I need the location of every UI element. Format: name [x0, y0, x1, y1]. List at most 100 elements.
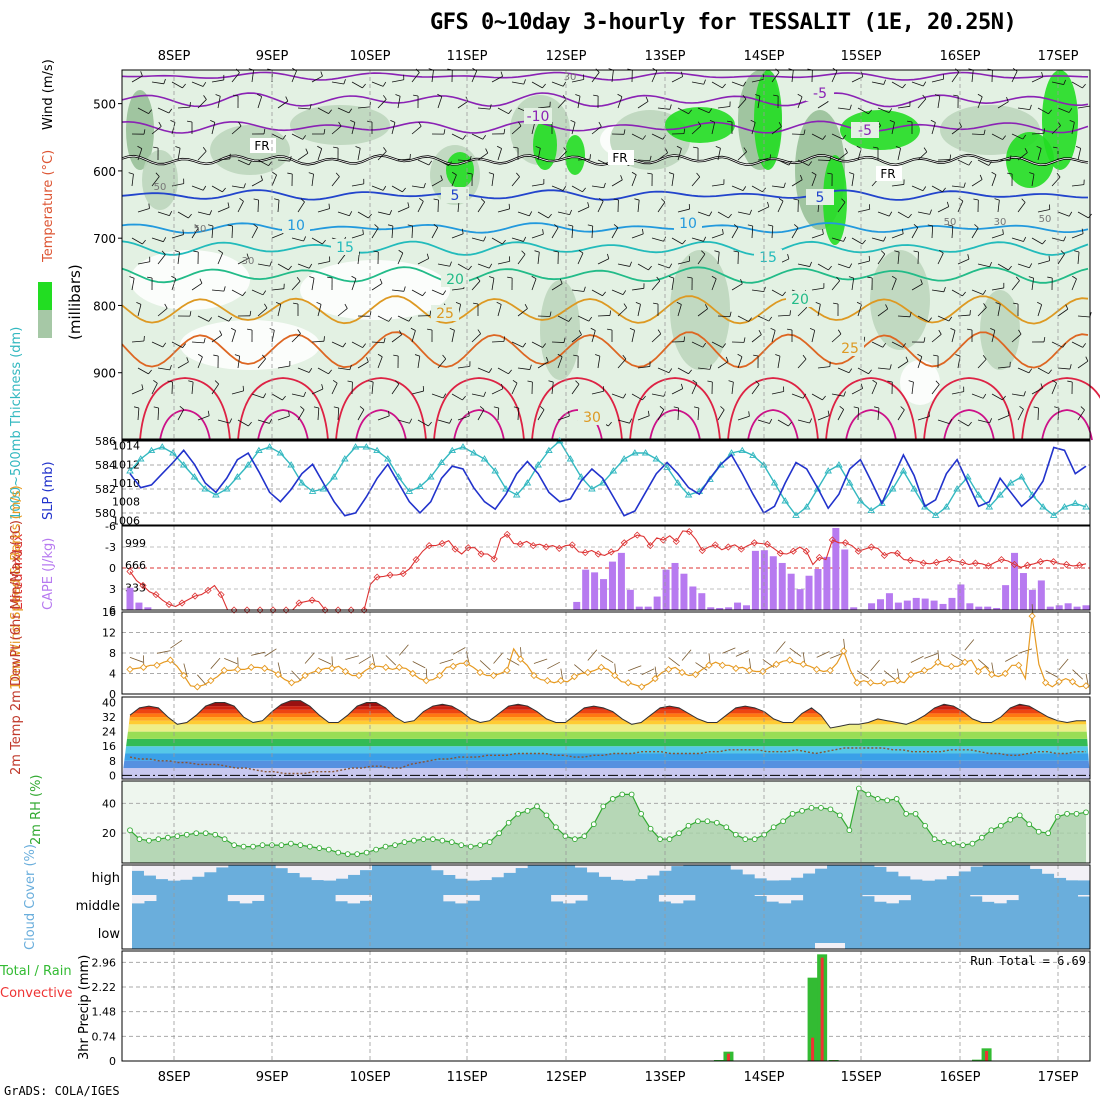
date-label-top: 9SEP — [256, 49, 289, 64]
slp-tick-label: 1014 — [112, 440, 140, 453]
rh2m-point — [628, 791, 635, 798]
wind-barb — [437, 419, 450, 424]
wind10m-barb — [924, 653, 938, 659]
cape-bar — [868, 603, 876, 610]
wind-barb-flag — [593, 94, 599, 97]
wind10m-point — [651, 674, 659, 683]
thickness-point — [1082, 503, 1090, 510]
thickness-point — [1017, 473, 1026, 480]
rh2m-point — [505, 819, 512, 826]
cape-bar — [1002, 585, 1010, 610]
wind-barb — [477, 409, 485, 421]
wind-barb — [211, 289, 224, 292]
wind-barb-flag — [247, 328, 253, 331]
wind-barb — [637, 366, 650, 369]
wind10m-point — [328, 664, 336, 673]
wind-barb-flag — [395, 94, 401, 97]
wind-barb — [677, 107, 689, 115]
wind-barb-flag — [977, 93, 983, 98]
wind10m-point — [1041, 679, 1050, 687]
wind-barb — [877, 107, 890, 114]
millibars-axis-label: (millibars) — [66, 264, 84, 340]
wind-barb-flag — [883, 236, 887, 242]
wind-barb-flag — [153, 379, 158, 384]
wind10m-point — [287, 679, 296, 687]
wind10m-point — [1082, 682, 1090, 690]
cape-bar — [930, 600, 938, 610]
isotherm-label: 15 — [336, 240, 354, 256]
wind-barb-flag — [512, 379, 518, 384]
thickness-point — [996, 491, 1004, 498]
cloud-high-gap — [191, 865, 205, 877]
wind-barb-flag — [455, 302, 461, 305]
wind-barb — [337, 211, 350, 217]
isotherm-30-arc-1 — [237, 377, 329, 441]
wind-barb — [137, 304, 142, 317]
thickness-point — [319, 485, 328, 492]
wind-barb — [771, 391, 784, 395]
cloud-axis-label: Cloud Cover (%) — [23, 844, 38, 950]
rh2m-point — [240, 843, 247, 850]
wind10m-point — [314, 666, 323, 675]
wind10m-point — [638, 683, 646, 691]
wind-barb — [211, 79, 224, 83]
thickness-tick-label: 584 — [95, 459, 116, 472]
wind-barb — [571, 122, 576, 135]
wind-barb — [1051, 382, 1057, 395]
wind-barb — [677, 208, 690, 213]
thickness-point — [298, 479, 306, 486]
wind-barb-flag — [722, 228, 724, 235]
rh2m-point — [430, 836, 436, 842]
wind-barb — [271, 133, 283, 140]
cape-bar — [939, 603, 947, 610]
wind-barb — [197, 415, 210, 421]
wind10m-point — [139, 663, 148, 671]
wind-barb-flag — [844, 148, 848, 153]
wind10m-point — [934, 658, 942, 666]
wind-barb-flag — [1082, 343, 1087, 348]
wind-barb-flag — [622, 354, 627, 360]
wind-barb — [771, 225, 774, 239]
temp2m-line — [129, 700, 1086, 729]
cloud-middle-gap — [1006, 895, 1019, 901]
rh2m-point — [202, 830, 209, 837]
cloud-high-gap — [443, 865, 456, 875]
rh2m-point — [1035, 828, 1042, 835]
wind10m-point — [220, 666, 228, 675]
wind-barb-flag — [909, 311, 912, 317]
cloud-middle-gap — [898, 895, 911, 901]
wind-barb-flag — [1002, 229, 1004, 235]
wind-barb-flag — [503, 336, 505, 342]
wind10m-point — [839, 647, 848, 655]
rh2m-point — [827, 806, 834, 813]
wind-barb — [197, 99, 207, 109]
wind-barb-flag — [882, 342, 887, 348]
wind-barb-flag — [489, 104, 492, 110]
wind-barb-flag — [704, 304, 708, 309]
wind10m-barb — [1045, 670, 1059, 678]
wind10m-barb — [547, 661, 560, 670]
wind-barb — [591, 72, 600, 83]
wind-barb-flag — [164, 303, 168, 309]
rh2m-point — [969, 840, 976, 847]
rh2m-point — [193, 830, 200, 837]
wind10m-barb — [735, 650, 749, 657]
wind10m-barb — [304, 652, 315, 664]
isotherm-label: 20 — [446, 272, 464, 288]
wind-barb — [1011, 280, 1020, 291]
lifted-index-point — [347, 606, 355, 614]
wind-barb-flag — [367, 120, 373, 123]
wind-barb — [217, 315, 229, 322]
wind-barb — [917, 211, 930, 215]
wind-barb-flag — [661, 198, 666, 203]
wind-barb-flag — [709, 120, 715, 123]
lifted-index-point — [373, 573, 381, 581]
isotherm-30-arc-2 — [335, 377, 427, 441]
thickness-point — [974, 491, 983, 498]
thickness-point — [255, 446, 263, 454]
wind-barb — [1017, 202, 1026, 213]
wind-barb-flag — [822, 395, 826, 401]
rh2m-point — [354, 851, 361, 857]
wind-barb-flag — [748, 411, 750, 417]
wind10m-point — [745, 666, 754, 675]
